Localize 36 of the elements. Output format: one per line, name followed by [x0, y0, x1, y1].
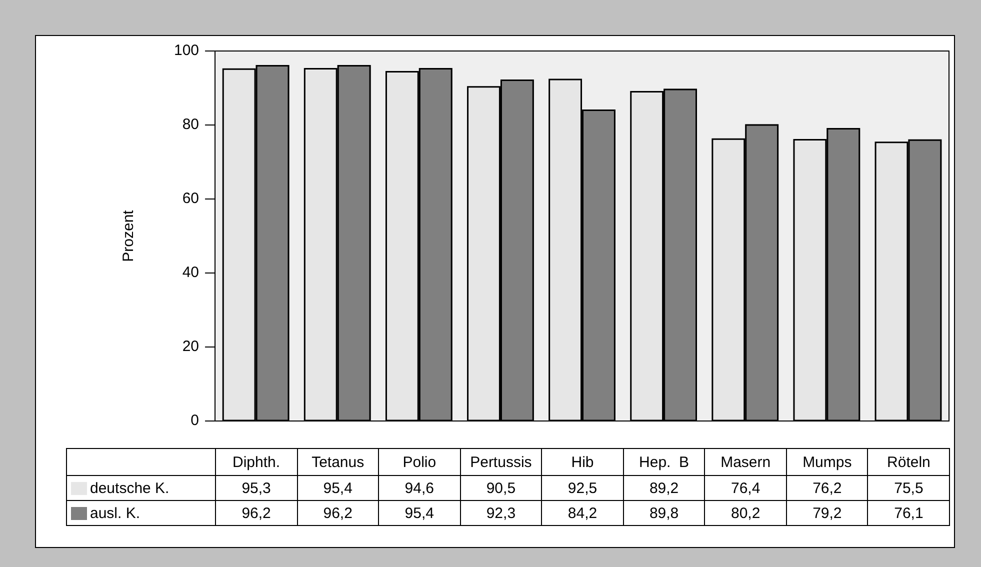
data-label: 95,4 [296, 475, 380, 501]
data-label: 96,2 [296, 500, 380, 526]
x-tick-label: Tetanus [296, 448, 380, 476]
data-label: 95,3 [215, 475, 298, 501]
data-label: 79,2 [786, 500, 868, 526]
data-label: 75,5 [867, 475, 950, 501]
data-label: 76,1 [867, 500, 950, 526]
legend-label: deutsche K. [66, 475, 216, 501]
y-tick-label: 40 [182, 264, 200, 282]
data-label: 94,6 [378, 475, 461, 501]
legend-label: ausl. K. [66, 500, 216, 526]
data-label: 76,4 [704, 475, 787, 501]
data-label: 80,2 [704, 500, 787, 526]
x-tick-label: Polio [378, 448, 461, 476]
x-tick-label: Hep. B [622, 448, 706, 476]
data-label: 84,2 [541, 500, 624, 526]
data-label: 96,2 [215, 500, 298, 526]
data-label: 92,3 [460, 500, 542, 526]
x-tick-label: Masern [704, 448, 787, 476]
y-tick-label: 80 [182, 116, 200, 134]
x-tick-label: Hib [541, 448, 624, 476]
y-tick-label: 0 [190, 412, 200, 430]
y-tick-label: 100 [174, 42, 200, 60]
data-label: 89,2 [622, 475, 706, 501]
x-tick-label: Pertussis [460, 448, 542, 476]
y-axis-title: Prozent [120, 209, 138, 262]
x-tick-label: Röteln [867, 448, 950, 476]
data-label: 90,5 [460, 475, 542, 501]
y-tick-label: 60 [182, 190, 200, 208]
data-label: 92,5 [541, 475, 624, 501]
data-label: 95,4 [378, 500, 461, 526]
x-tick-label: Mumps [786, 448, 868, 476]
data-label: 76,2 [786, 475, 868, 501]
data-label: 89,8 [622, 500, 706, 526]
x-tick-label: Diphth. [215, 448, 298, 476]
y-tick-label: 20 [182, 338, 200, 356]
